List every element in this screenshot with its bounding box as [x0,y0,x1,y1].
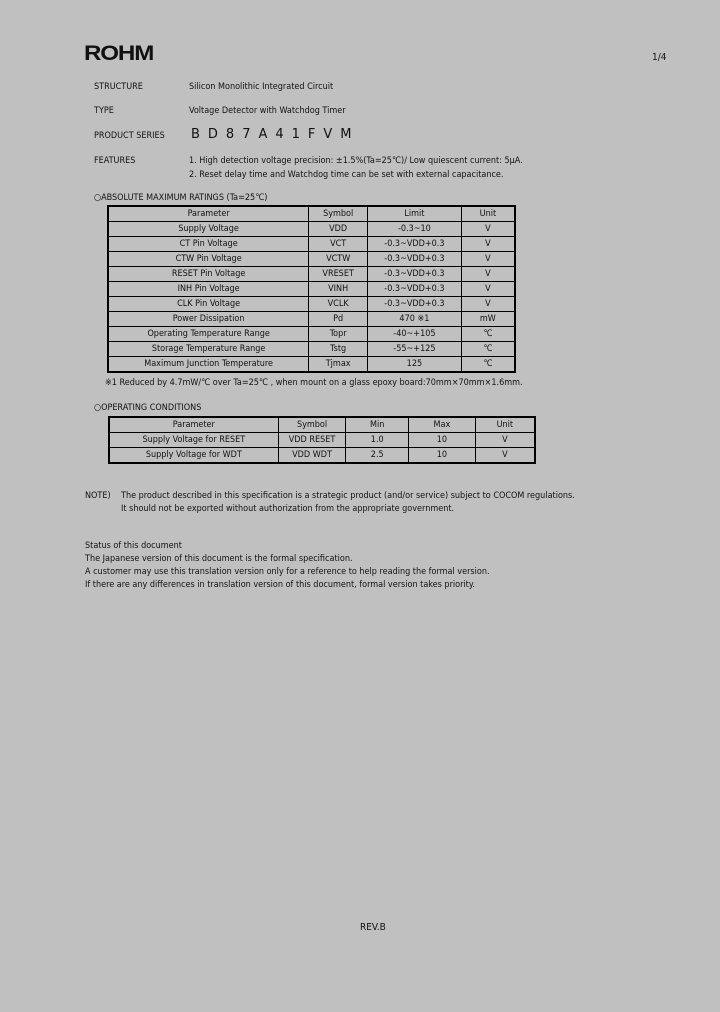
structure-label: STRUCTURE [94,82,143,92]
op-cond-title: ○OPERATING CONDITIONS [94,403,202,413]
table-row-cell: V [474,447,536,464]
table-header-cell: Symbol [308,205,369,222]
table-header-cell: Unit [460,205,516,222]
table-row-cell: mW [460,311,516,327]
table-row-cell: RESET Pin Voltage [107,266,310,282]
table-row-cell: V [460,266,516,282]
table-row: CTW Pin Voltage VCTW -0.3~VDD+0.3 V [107,251,516,267]
table-row-cell: 2.5 [345,447,410,464]
table-header: Parameter Symbol Min Max Unit [108,416,536,433]
table-row: RESET Pin Voltage VRESET -0.3~VDD+0.3 V [107,266,516,282]
table-row-cell: 470 ※1 [367,311,462,327]
product-series-value: BD87A41FVM [191,127,360,142]
feature-2: 2. Reset delay time and Watchdog time ca… [189,170,504,180]
table-row-cell: VCT [308,236,369,252]
table-row-cell: Power Dissipation [107,311,310,327]
table-row-cell: Operating Temperature Range [107,326,310,342]
table-row-cell: 10 [408,447,476,464]
note-label: NOTE) [85,491,111,501]
table-row-cell: ℃ [460,326,516,342]
table-header-cell: Min [345,416,410,433]
table-row: Supply Voltage VDD -0.3~10 V [107,221,516,237]
table-row: CLK Pin Voltage VCLK -0.3~VDD+0.3 V [107,296,516,312]
abs-max-title: ○ABSOLUTE MAXIMUM RATINGS (Ta=25℃) [94,193,268,203]
table-row-cell: VDD RESET [277,432,347,448]
table-row-cell: ℃ [460,356,516,373]
table-row-cell: ℃ [460,341,516,357]
table-row-cell: Supply Voltage for RESET [108,432,279,448]
table-row-cell: INH Pin Voltage [107,281,310,297]
table-row-cell: -0.3~VDD+0.3 [367,236,462,252]
table-row-cell: VDD WDT [277,447,347,464]
table-row-cell: VCTW [308,251,369,267]
table-row-cell: VRESET [308,266,369,282]
table-header-cell: Symbol [277,416,347,433]
op-cond-table: Parameter Symbol Min Max Unit Supply Voltage … [108,416,536,464]
structure-value: Silicon Monolithic Integrated Circuit [189,82,334,92]
table-row-cell: V [460,251,516,267]
features-label: FEATURES [94,156,136,166]
page-number: 1/4 [652,52,667,63]
type-label: TYPE [94,106,114,116]
table-header-cell: Unit [474,416,536,433]
product-series-label: PRODUCT SERIES [94,131,165,141]
table-row-cell: CLK Pin Voltage [107,296,310,312]
table-row-cell: Supply Voltage for WDT [108,447,279,464]
table-row-cell: Storage Temperature Range [107,341,310,357]
table-row-cell: -0.3~VDD+0.3 [367,281,462,297]
table-row-cell: Supply Voltage [107,221,310,237]
table-header: Parameter Symbol Limit Unit [107,205,516,222]
table-row-cell: -0.3~VDD+0.3 [367,251,462,267]
table-row-cell: 125 [367,356,462,373]
table-row: Storage Temperature Range Tstg -55~+125 ℃ [107,341,516,357]
abs-max-footnote: ※1 Reduced by 4.7mW/℃ over Ta=25℃ , when… [105,378,523,388]
feature-1: 1. High detection voltage precision: ±1.… [189,156,523,166]
abs-max-table: Parameter Symbol Limit Unit Supply Voltage VD… [107,205,516,373]
table-row-cell: -55~+125 [367,341,462,357]
table-row: Operating Temperature Range Topr -40~+105 ℃ [107,326,516,342]
table-row-cell: Tjmax [308,356,369,373]
table-row-cell: V [460,281,516,297]
table-row-cell: Tstg [308,341,369,357]
table-row: Power Dissipation Pd 470 ※1 mW [107,311,516,327]
note-line-2: It should not be exported without author… [121,504,455,514]
table-row-cell: -0.3~VDD+0.3 [367,266,462,282]
status-title: Status of this document [85,541,182,551]
table-row: Maximum Junction Temperature Tjmax 125 ℃ [107,356,516,373]
table-header-cell: Limit [367,205,462,222]
table-row-cell: VDD [308,221,369,237]
status-line: If there are any differences in translat… [85,580,475,590]
rohm-logo: ROHM [84,42,154,65]
table-row: Supply Voltage for RESET VDD RESET 1.0 10 V [108,432,536,448]
table-row: Supply Voltage for WDT VDD WDT 2.5 10 V [108,447,536,464]
table-row-cell: CTW Pin Voltage [107,251,310,267]
table-row-cell: Maximum Junction Temperature [107,356,310,373]
type-value: Voltage Detector with Watchdog Timer [189,106,346,116]
table-header-cell: Max [408,416,476,433]
status-line: A customer may use this translation vers… [85,567,490,577]
table-row-cell: VINH [308,281,369,297]
table-row-cell: -40~+105 [367,326,462,342]
table-row: INH Pin Voltage VINH -0.3~VDD+0.3 V [107,281,516,297]
status-line: The Japanese version of this document is… [85,554,353,564]
table-row-cell: V [460,296,516,312]
table-header-cell: Parameter [107,205,310,222]
table-row-cell: -0.3~10 [367,221,462,237]
table-row-cell: V [460,221,516,237]
table-row-cell: -0.3~VDD+0.3 [367,296,462,312]
revision: REV.B [360,922,386,933]
table-row-cell: V [474,432,536,448]
table-row-cell: 10 [408,432,476,448]
table-row: CT Pin Voltage VCT -0.3~VDD+0.3 V [107,236,516,252]
table-row-cell: V [460,236,516,252]
note-line-1: The product described in this specificat… [121,491,575,501]
table-header-cell: Parameter [108,416,279,433]
table-row-cell: Pd [308,311,369,327]
table-row-cell: 1.0 [345,432,410,448]
table-row-cell: Topr [308,326,369,342]
table-row-cell: VCLK [308,296,369,312]
table-row-cell: CT Pin Voltage [107,236,310,252]
